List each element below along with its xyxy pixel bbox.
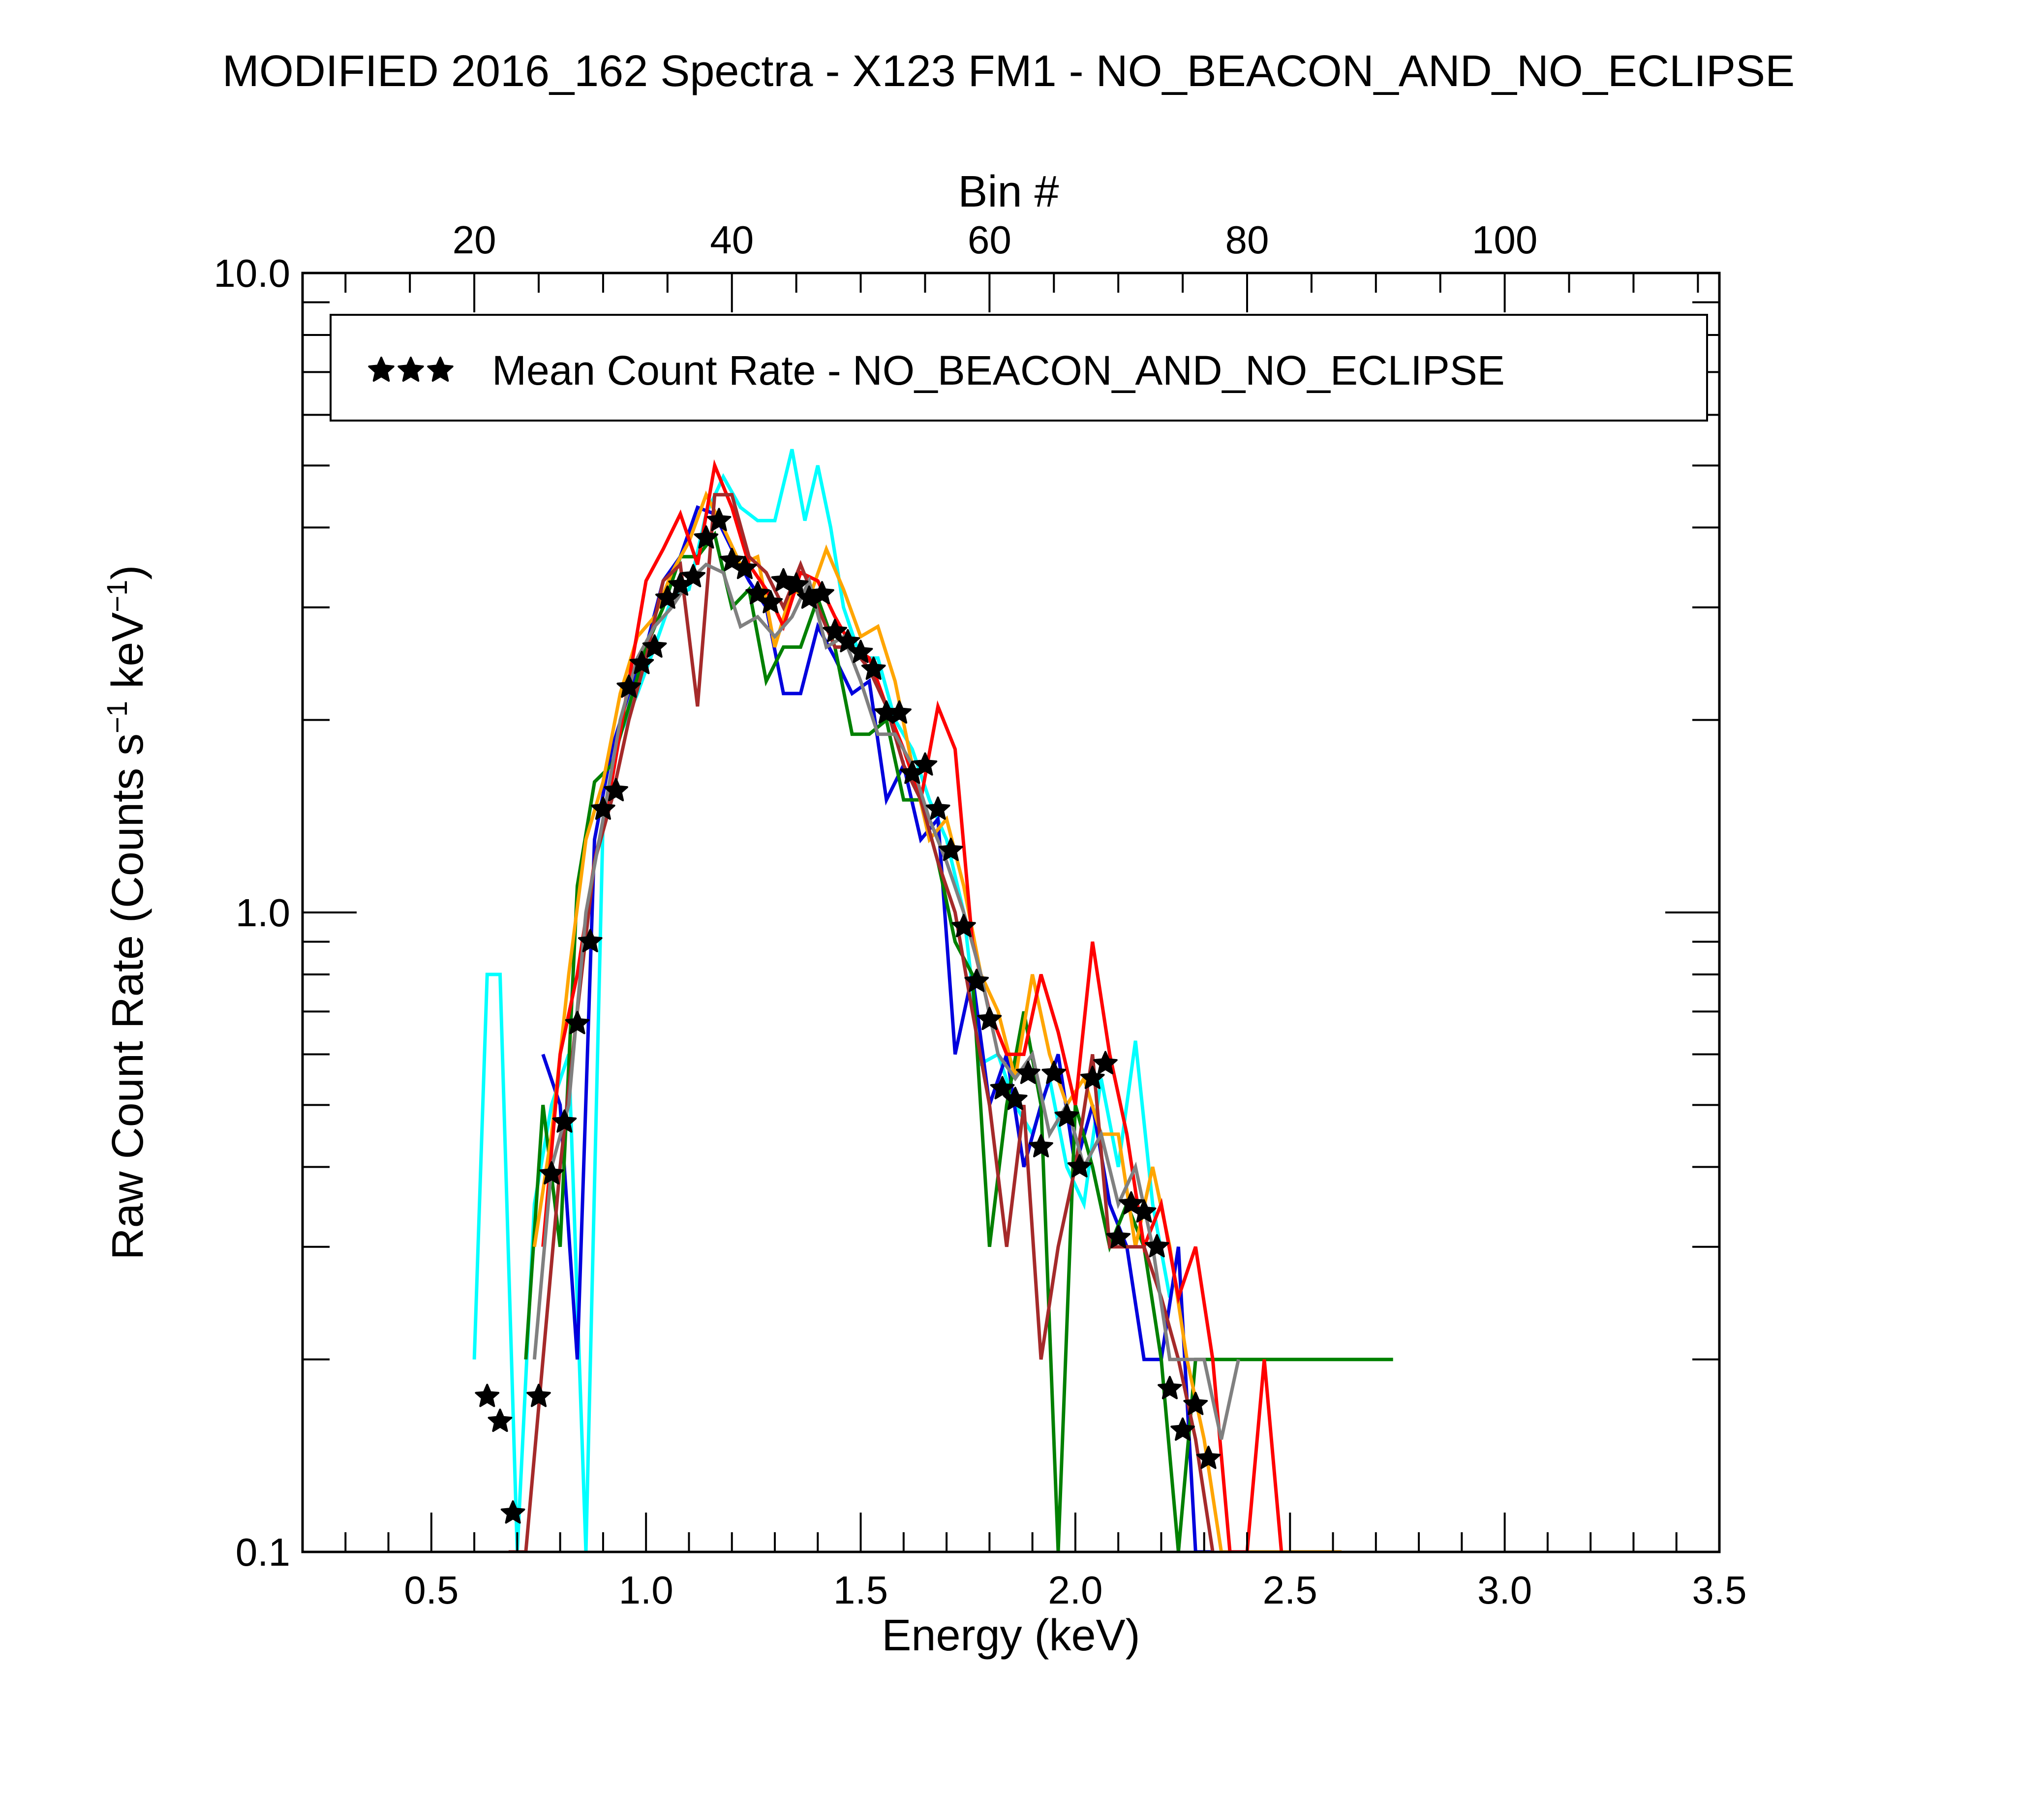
mean-point <box>823 618 847 642</box>
mean-point <box>733 555 757 579</box>
mean-point <box>1041 1061 1067 1084</box>
legend-star <box>427 357 454 382</box>
mean-point <box>578 929 603 952</box>
y-tick-label: 0.1 <box>236 1530 290 1574</box>
mean-point <box>1144 1234 1169 1258</box>
mean-series-markers <box>475 508 1221 1524</box>
chart-title: MODIFIED 2016_162 Spectra - X123 FM1 - N… <box>222 47 1795 96</box>
top-tick-label: 20 <box>453 218 496 262</box>
x-tick-label: 3.5 <box>1692 1568 1746 1612</box>
mean-point <box>629 651 654 674</box>
mean-point <box>604 778 628 801</box>
mean-point <box>861 656 886 680</box>
mean-point <box>1093 1051 1118 1074</box>
mean-point <box>977 1006 1002 1031</box>
mean-point <box>475 1384 500 1407</box>
mean-point <box>642 634 667 658</box>
mean-point <box>539 1161 564 1184</box>
mean-point <box>835 629 860 653</box>
top-tick-label: 60 <box>968 218 1011 262</box>
mean-point <box>1170 1417 1195 1441</box>
top-tick-label: 40 <box>710 218 754 262</box>
mean-point <box>1131 1199 1157 1223</box>
series-layer <box>472 449 1393 1552</box>
mean-point <box>1183 1392 1208 1415</box>
mean-point <box>500 1500 525 1524</box>
mean-point <box>758 590 783 613</box>
x-tick-label: 3.0 <box>1477 1568 1532 1612</box>
mean-point <box>990 1076 1015 1099</box>
mean-point <box>925 796 950 820</box>
y-axis-title-superscript: −1 <box>101 580 133 612</box>
legend-star <box>368 357 395 382</box>
y-axis-title-superscript: −1 <box>101 701 133 733</box>
x-axis-title: Energy (keV) <box>882 1611 1140 1660</box>
y-axis-title-part: keV <box>103 612 153 701</box>
legend-label: Mean Count Rate - NO_BEACON_AND_NO_ECLIP… <box>492 347 1505 394</box>
mean-point <box>655 585 680 609</box>
y-axis-title-part: Raw Count Rate (Counts s <box>103 733 153 1260</box>
mean-point <box>1196 1446 1221 1469</box>
top-axis-ticks: 20 40 60 80 100 <box>344 218 1699 312</box>
mean-point <box>1054 1103 1079 1127</box>
mean-point <box>1067 1154 1092 1178</box>
y-axis-ticks: 0.1 1.0 10.0 <box>214 251 1719 1574</box>
mean-point <box>616 674 642 698</box>
mean-point <box>526 1384 551 1407</box>
y-axis-title: Raw Count Rate (Counts s−1 keV−1) <box>101 565 153 1260</box>
x-tick-label: 2.0 <box>1048 1568 1102 1612</box>
y-tick-label: 1.0 <box>236 891 290 935</box>
mean-point <box>964 969 989 992</box>
mean-point <box>565 1011 590 1034</box>
mean-point <box>591 796 615 820</box>
mean-point <box>552 1109 577 1133</box>
top-axis-title: Bin # <box>958 167 1059 216</box>
series-line <box>532 562 1240 1440</box>
legend-star-markers <box>368 357 454 382</box>
x-tick-label: 2.5 <box>1263 1568 1317 1612</box>
mean-point <box>1029 1134 1053 1157</box>
mean-point <box>784 572 809 596</box>
legend: Mean Count Rate - NO_BEACON_AND_NO_ECLIP… <box>330 314 1708 422</box>
mean-point <box>951 914 976 938</box>
mean-point <box>488 1408 513 1432</box>
x-tick-label: 1.5 <box>833 1568 888 1612</box>
mean-point <box>694 525 719 549</box>
mean-point <box>913 752 938 776</box>
x-tick-label: 0.5 <box>404 1568 458 1612</box>
mean-point <box>706 508 732 531</box>
legend-star <box>397 357 424 382</box>
series-line <box>524 530 1393 1552</box>
mean-point <box>939 838 963 861</box>
mean-point <box>681 564 705 587</box>
top-tick-label: 100 <box>1472 218 1537 262</box>
mean-point <box>1016 1061 1040 1084</box>
legend-box <box>330 314 1708 422</box>
mean-point <box>1080 1065 1105 1089</box>
mean-point <box>1158 1376 1182 1399</box>
y-tick-label: 10.0 <box>214 251 290 295</box>
x-tick-label: 1.0 <box>619 1568 673 1612</box>
y-axis-title-part: ) <box>103 565 153 580</box>
plot-area <box>301 272 1721 1553</box>
mean-point <box>887 700 912 724</box>
mean-point <box>1003 1087 1028 1110</box>
mean-point <box>848 639 873 663</box>
x-axis-ticks: 0.5 1.0 1.5 2.0 2.5 3.0 3.5 <box>344 1513 1747 1612</box>
top-tick-label: 80 <box>1225 218 1269 262</box>
mean-point <box>810 581 834 605</box>
mean-point <box>1106 1225 1131 1248</box>
